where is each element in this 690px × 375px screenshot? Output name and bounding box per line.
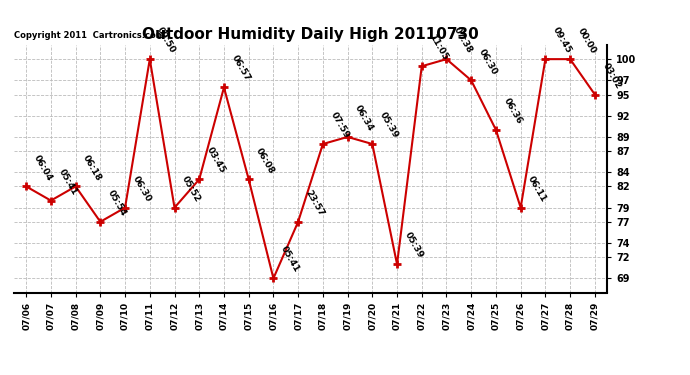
Text: 06:30: 06:30 (130, 174, 152, 204)
Text: 06:08: 06:08 (254, 146, 276, 175)
Text: 06:04: 06:04 (32, 153, 54, 182)
Text: 23:57: 23:57 (304, 188, 326, 218)
Text: 09:50: 09:50 (155, 26, 177, 55)
Text: 07:59: 07:59 (328, 110, 351, 140)
Text: 00:00: 00:00 (575, 26, 598, 55)
Text: Copyright 2011  Cartronics.com: Copyright 2011 Cartronics.com (14, 31, 164, 40)
Text: 05:39: 05:39 (402, 231, 425, 260)
Text: 09:45: 09:45 (551, 26, 573, 55)
Text: 06:11: 06:11 (526, 174, 549, 204)
Text: 06:57: 06:57 (230, 54, 252, 83)
Text: 05:52: 05:52 (180, 174, 202, 204)
Text: 05:54: 05:54 (106, 188, 128, 218)
Text: 06:30: 06:30 (477, 47, 499, 76)
Title: Outdoor Humidity Daily High 20110730: Outdoor Humidity Daily High 20110730 (142, 27, 479, 42)
Text: 05:41: 05:41 (57, 167, 79, 196)
Text: 06:34: 06:34 (353, 104, 375, 133)
Text: 03:02: 03:02 (600, 61, 622, 90)
Text: 03:45: 03:45 (205, 146, 227, 175)
Text: 06:36: 06:36 (502, 96, 524, 126)
Text: 11:05: 11:05 (427, 33, 449, 62)
Text: 05:39: 05:39 (378, 111, 400, 140)
Text: 05:41: 05:41 (279, 245, 301, 274)
Text: 06:18: 06:18 (81, 153, 104, 182)
Text: 07:38: 07:38 (452, 26, 474, 55)
